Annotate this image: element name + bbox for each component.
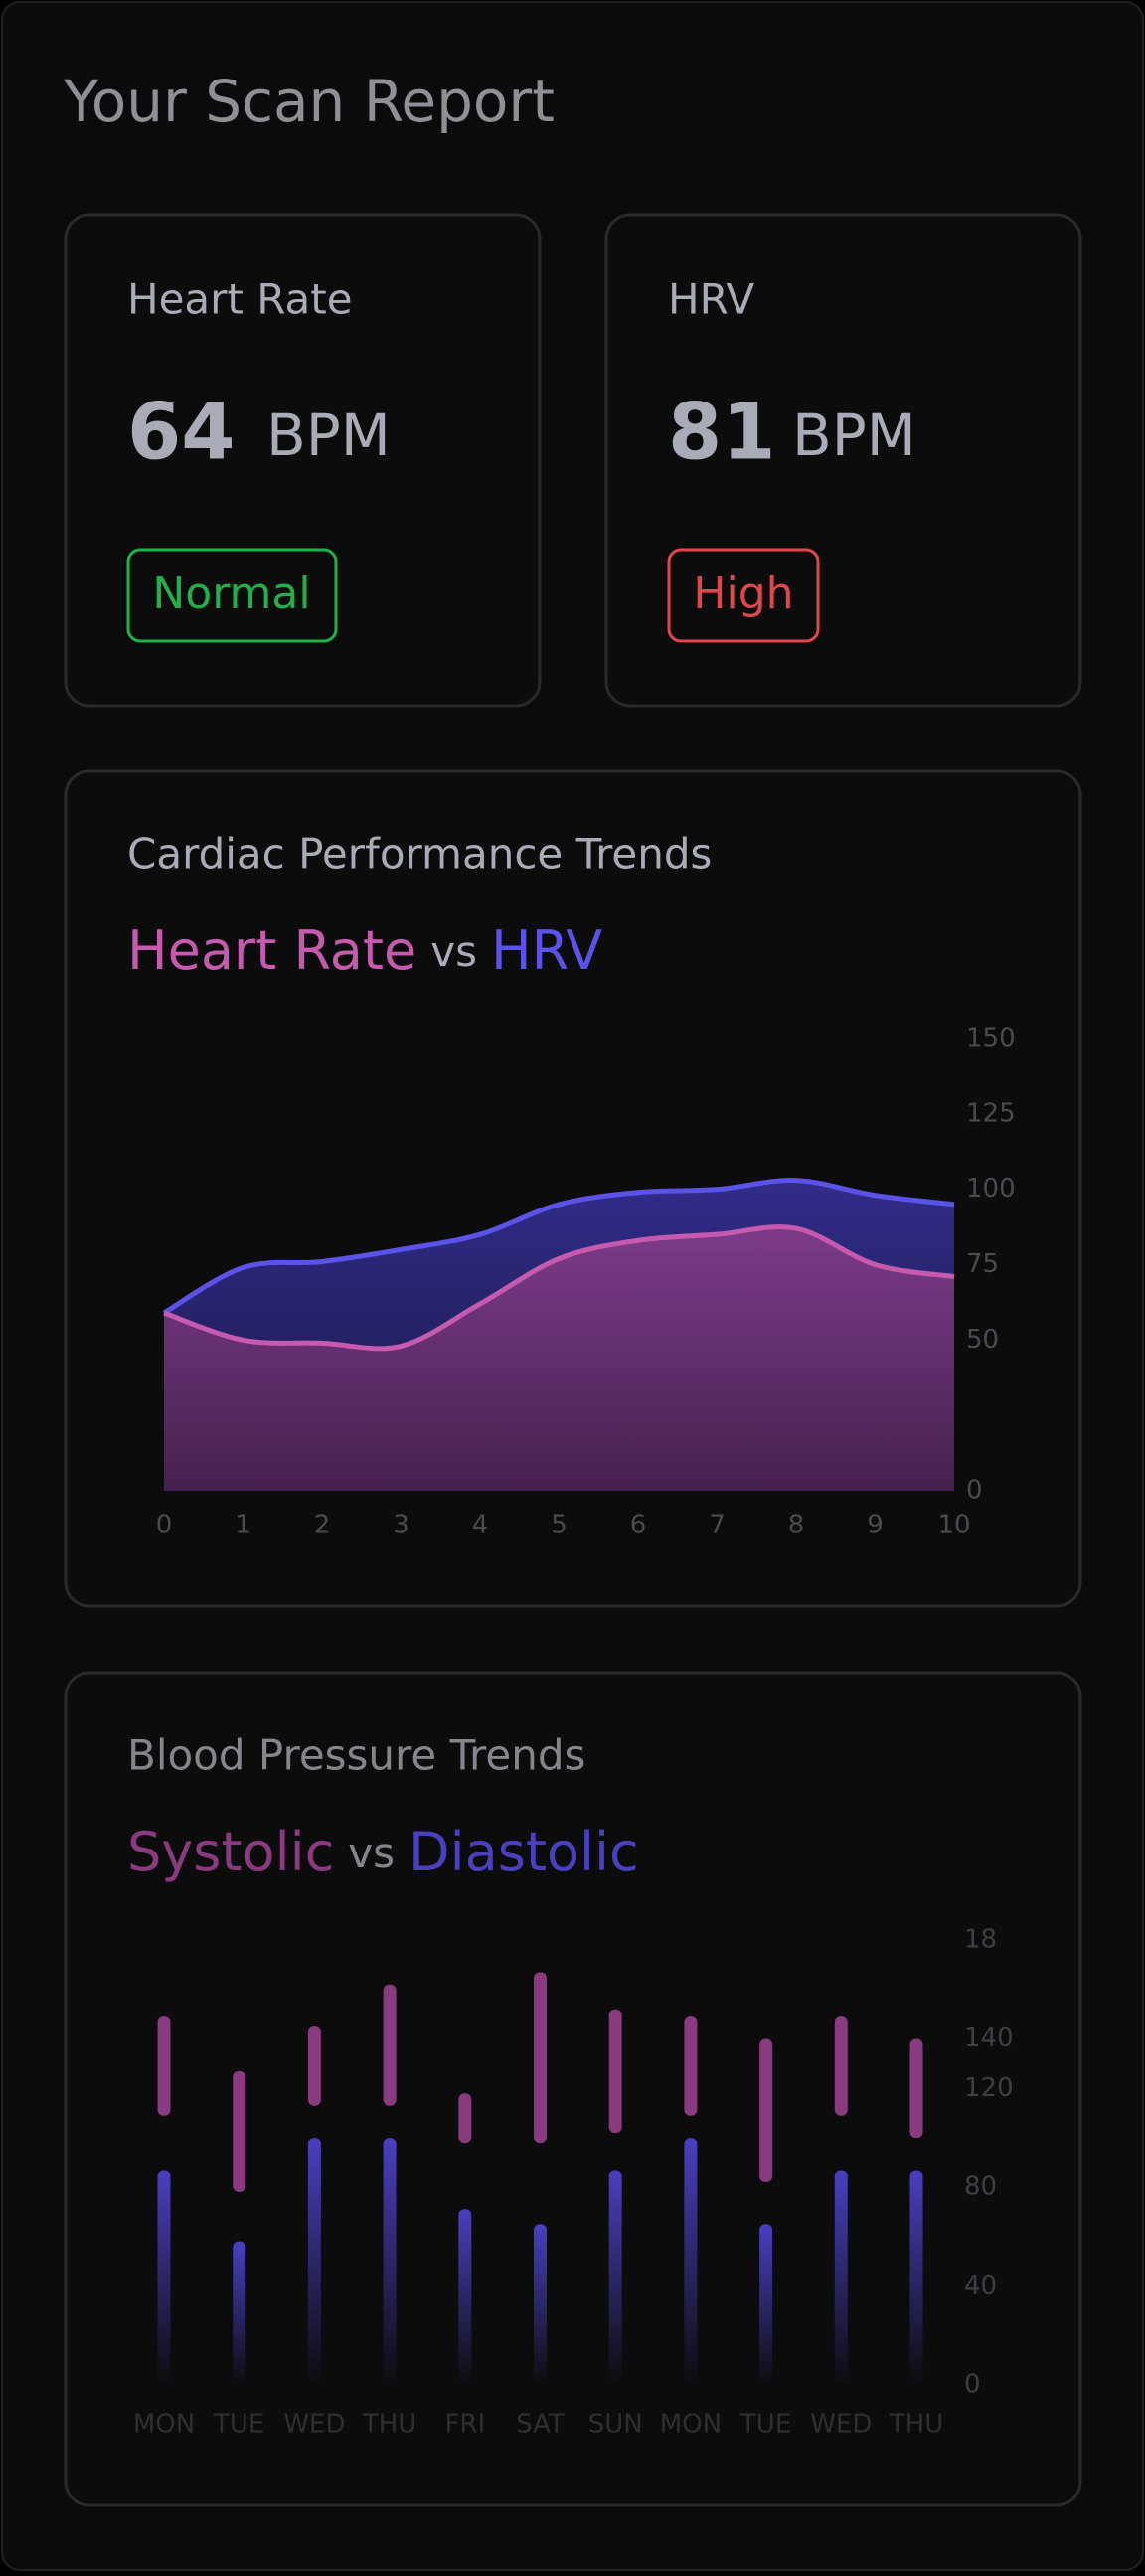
- card-value: 81: [668, 388, 776, 477]
- legend-entry: Systolic: [127, 1821, 334, 1883]
- x-tick-label: 3: [393, 1511, 409, 1540]
- x-tick-label: 6: [630, 1511, 647, 1540]
- y-tick-label: 150: [966, 1024, 1016, 1053]
- x-tick-label: 10: [937, 1511, 970, 1540]
- x-tick-label: MON: [133, 2410, 195, 2440]
- systolic-bar: [608, 2009, 622, 2134]
- y-tick-label: 75: [966, 1249, 999, 1279]
- chart-title: Cardiac Performance Trends: [127, 830, 712, 879]
- x-tick-label: 0: [156, 1511, 173, 1540]
- x-tick-label: MON: [660, 2410, 722, 2440]
- diastolic-bar: [909, 2170, 923, 2385]
- systolic-bar: [383, 1984, 397, 2106]
- y-tick-label: 140: [964, 2023, 1014, 2053]
- y-tick-label: 18: [964, 1925, 997, 1955]
- y-tick-label: 125: [966, 1098, 1016, 1128]
- x-tick-label: SAT: [516, 2410, 565, 2440]
- y-tick-label: 50: [966, 1325, 999, 1355]
- diastolic-bar: [834, 2170, 848, 2385]
- x-tick-label: 9: [867, 1511, 884, 1540]
- line: [163, 1224, 955, 1352]
- x-tick-label: WED: [810, 2410, 872, 2440]
- diastolic-bar: [458, 2209, 472, 2385]
- diastolic-bar: [307, 2138, 321, 2385]
- legend: Systolic vs Diastolic: [127, 1821, 639, 1883]
- status-text: High: [693, 568, 793, 619]
- status-badge: [126, 548, 338, 643]
- card: HRV 81 BPM High: [604, 213, 1082, 708]
- x-tick-label: 1: [235, 1511, 251, 1540]
- systolic-bar: [534, 1972, 547, 2144]
- card-box: [64, 213, 542, 708]
- card-unit: BPM: [266, 402, 391, 469]
- systolic-bar: [834, 2016, 848, 2116]
- y-tick-label: 120: [964, 2073, 1014, 2103]
- y-tick-label: 0: [964, 2370, 981, 2400]
- x-tick-label: FRI: [444, 2410, 485, 2440]
- card-label: HRV: [668, 275, 754, 324]
- legend-entry: Diastolic: [409, 1821, 639, 1883]
- x-tick-label: 2: [314, 1511, 331, 1540]
- card-box: [604, 213, 1082, 708]
- y-tick-label: 40: [964, 2271, 997, 2301]
- legend-separator: vs: [348, 1829, 395, 1877]
- status-badge: [667, 548, 820, 643]
- diastolic-bar: [233, 2241, 246, 2385]
- chart-card: [64, 1671, 1082, 2507]
- area: [164, 1226, 954, 1491]
- legend: Heart Rate vs HRV: [127, 919, 602, 982]
- y-tick-label: 80: [964, 2172, 997, 2201]
- systolic-bar: [157, 2016, 171, 2116]
- diastolic-bar: [534, 2224, 547, 2385]
- x-tick-label: 4: [472, 1511, 489, 1540]
- diastolic-bar: [759, 2224, 773, 2385]
- diastolic-bar: [684, 2138, 698, 2385]
- diastolic-bar: [383, 2138, 397, 2385]
- x-tick-label: 5: [551, 1511, 568, 1540]
- systolic-bar: [307, 2026, 321, 2106]
- systolic-bar: [233, 2070, 246, 2192]
- line: [162, 1178, 955, 1316]
- x-tick-label: TUE: [739, 2410, 791, 2440]
- diastolic-bar: [157, 2170, 171, 2385]
- card-label: Heart Rate: [127, 275, 353, 324]
- y-tick-label: 100: [966, 1174, 1016, 1204]
- x-tick-label: 7: [709, 1511, 726, 1540]
- status-text: Normal: [152, 568, 310, 619]
- x-tick-label: TUE: [213, 2410, 264, 2440]
- page-title: Your Scan Report: [63, 68, 555, 135]
- legend-entry: Heart Rate: [127, 919, 416, 982]
- legend-separator: vs: [430, 927, 477, 976]
- systolic-bar: [759, 2038, 773, 2182]
- chart-title: Blood Pressure Trends: [127, 1731, 585, 1780]
- systolic-bar: [909, 2038, 923, 2139]
- card: Heart Rate 64 BPM Normal: [64, 213, 542, 708]
- y-tick-label: 0: [966, 1476, 983, 1506]
- card-unit: BPM: [792, 402, 916, 469]
- x-tick-label: SUN: [588, 2410, 643, 2440]
- legend-entry: HRV: [491, 919, 602, 982]
- x-tick-label: THU: [362, 2410, 416, 2440]
- systolic-bar: [458, 2093, 472, 2144]
- card-value: 64: [127, 388, 236, 477]
- x-tick-label: THU: [889, 2410, 943, 2440]
- diastolic-bar: [608, 2170, 622, 2385]
- systolic-bar: [684, 2016, 698, 2116]
- x-tick-label: WED: [283, 2410, 345, 2440]
- x-tick-label: 8: [788, 1511, 805, 1540]
